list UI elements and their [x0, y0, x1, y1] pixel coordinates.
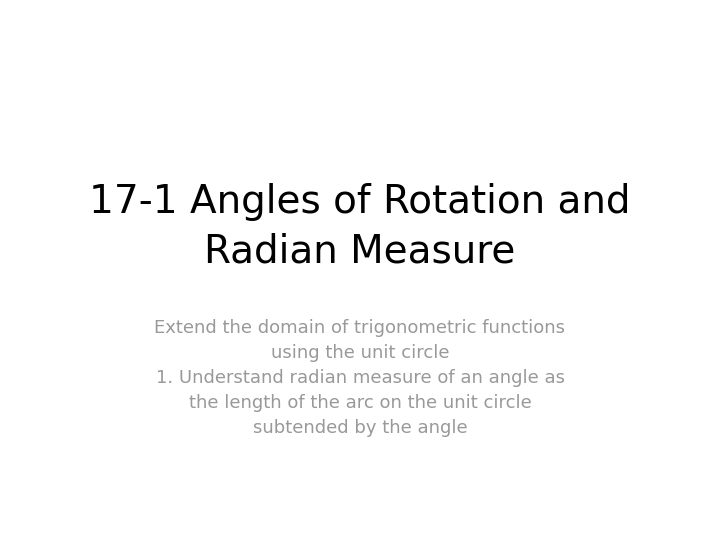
Text: Extend the domain of trigonometric functions
using the unit circle
1. Understand: Extend the domain of trigonometric funct…	[155, 319, 565, 437]
Text: 17-1 Angles of Rotation and
Radian Measure: 17-1 Angles of Rotation and Radian Measu…	[89, 183, 631, 271]
